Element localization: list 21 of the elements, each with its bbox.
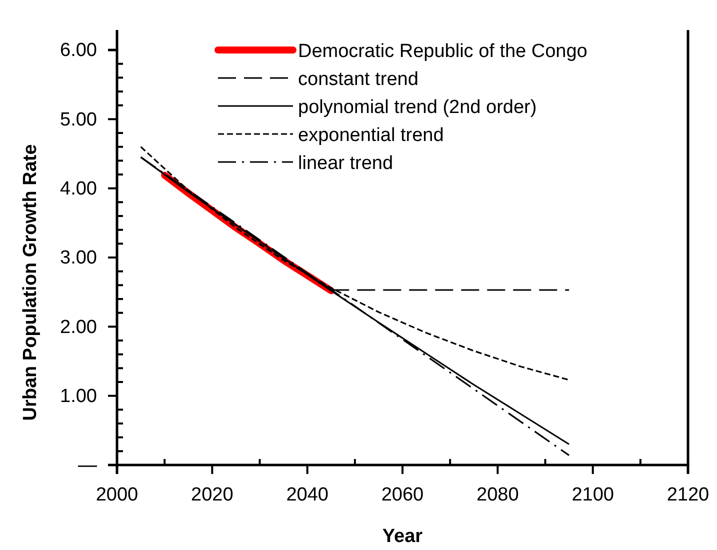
x-axis-title: Year (382, 526, 424, 547)
legend-label: linear trend (298, 153, 394, 174)
x-tick-label: 2060 (381, 484, 424, 506)
x-tick-label: 2100 (572, 484, 614, 506)
y-tick-label: 1.00 (60, 386, 97, 407)
legend-label: exponential trend (298, 125, 444, 146)
x-tick-label: 2000 (96, 484, 138, 506)
x-tick-label: 2040 (286, 484, 328, 506)
y-tick-label: 5.00 (60, 109, 97, 130)
legend-label: constant trend (298, 69, 418, 90)
y-tick-label: 2.00 (60, 316, 97, 338)
legend-label: Democratic Republic of the Congo (298, 41, 588, 62)
x-tick-label: 2120 (666, 484, 710, 506)
y-tick-label: 3.00 (60, 248, 97, 269)
y-tick-label: 4.00 (60, 178, 97, 200)
y-axis-title: Urban Population Growth Rate (20, 144, 41, 421)
legend-label: polynomial trend (2nd order) (298, 97, 537, 118)
x-tick-label: 2080 (476, 484, 519, 506)
y-tick-label: 6.00 (60, 40, 97, 62)
x-tick-label: 2020 (191, 484, 234, 506)
y-tick-label: — (78, 455, 97, 476)
